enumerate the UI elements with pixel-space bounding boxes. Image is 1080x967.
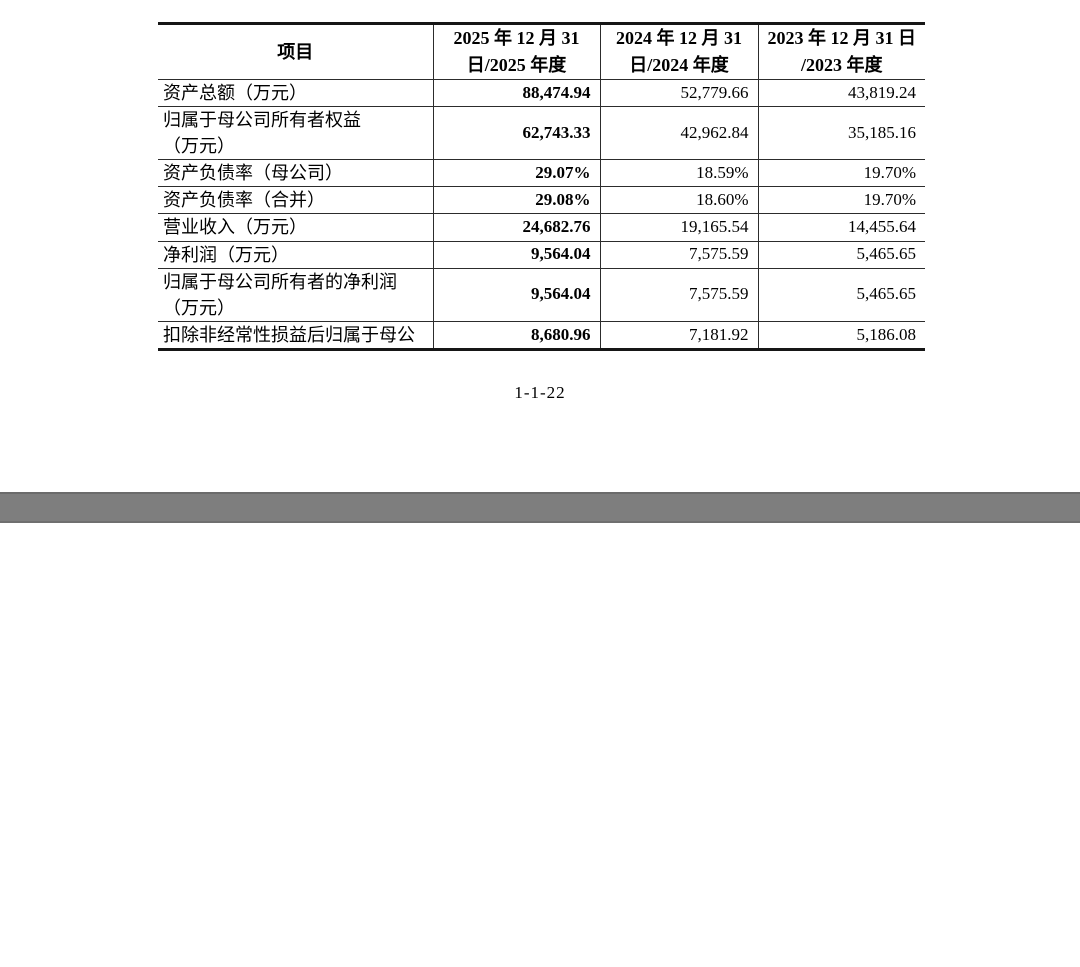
row-label: 资产负债率（合并） [158,186,433,215]
page-number: 1-1-22 [514,383,566,402]
value-2024: 42,962.84 [599,106,758,161]
table-row: 资产总额（万元） 88,474.94 52,779.66 43,819.24 [158,79,925,108]
value-2023: 5,465.65 [757,268,925,322]
value-2024: 52,779.66 [599,79,758,108]
table-row: 营业收入（万元） 24,682.76 19,165.54 14,455.64 [158,213,925,242]
value-2025: 29.08% [432,186,600,215]
col-header-2023: 2023 年 12 月 31 日 /2023 年度 [757,23,925,80]
value-2023: 5,465.65 [757,241,925,269]
page-2: 武汉长进光子技术股份有限公司 招股说明书 项目 2025 年 12 月 31 日… [0,523,1080,967]
col-header-item: 项目 [158,23,433,80]
table-header-row: 项目 2025 年 12 月 31 日/2025 年度 2024 年 12 月 … [158,23,925,80]
value-2024: 19,165.54 [599,213,758,242]
row-label: 归属于母公司所有者的净利润 （万元） [158,268,433,322]
value-2025: 62,743.33 [432,106,600,161]
table-row: 资产负债率（合并） 29.08% 18.60% 19.70% [158,186,925,215]
value-2023: 14,455.64 [757,213,925,242]
value-2024: 18.60% [599,186,758,215]
row-label: 净利润（万元） [158,241,433,269]
value-2025: 8,680.96 [432,321,600,350]
row-label: 扣除非经常性损益后归属于母公 [158,321,433,350]
value-2023: 35,185.16 [757,106,925,161]
value-2024: 18.59% [599,159,758,188]
table-row: 扣除非经常性损益后归属于母公 8,680.96 7,181.92 5,186.0… [158,321,925,350]
value-2025: 29.07% [432,159,600,188]
value-2024: 7,575.59 [599,268,758,322]
value-2023: 19.70% [757,186,925,215]
row-label: 营业收入（万元） [158,213,433,242]
page-1: 项目 2025 年 12 月 31 日/2025 年度 2024 年 12 月 … [158,22,925,402]
value-2025: 24,682.76 [432,213,600,242]
table-row: 净利润（万元） 9,564.04 7,575.59 5,465.65 [158,241,925,269]
table-row: 资产负债率（母公司） 29.07% 18.59% 19.70% [158,159,925,188]
value-2025: 88,474.94 [432,79,600,108]
value-2023: 19.70% [757,159,925,188]
value-2025: 9,564.04 [432,268,600,322]
value-2025: 9,564.04 [432,241,600,269]
value-2024: 7,181.92 [599,321,758,350]
financial-summary-table-1: 项目 2025 年 12 月 31 日/2025 年度 2024 年 12 月 … [158,22,925,351]
page-divider [0,492,1080,523]
value-2023: 5,186.08 [757,321,925,350]
col-header-2024: 2024 年 12 月 31 日/2024 年度 [599,23,758,80]
value-2024: 7,575.59 [599,241,758,269]
row-label: 归属于母公司所有者权益 （万元） [158,106,433,161]
row-label: 资产总额（万元） [158,79,433,108]
table-row: 归属于母公司所有者的净利润 （万元） 9,564.04 7,575.59 5,4… [158,268,925,322]
col-header-2025: 2025 年 12 月 31 日/2025 年度 [432,23,600,80]
table-row: 归属于母公司所有者权益 （万元） 62,743.33 42,962.84 35,… [158,106,925,161]
row-label: 资产负债率（母公司） [158,159,433,188]
value-2023: 43,819.24 [757,79,925,108]
